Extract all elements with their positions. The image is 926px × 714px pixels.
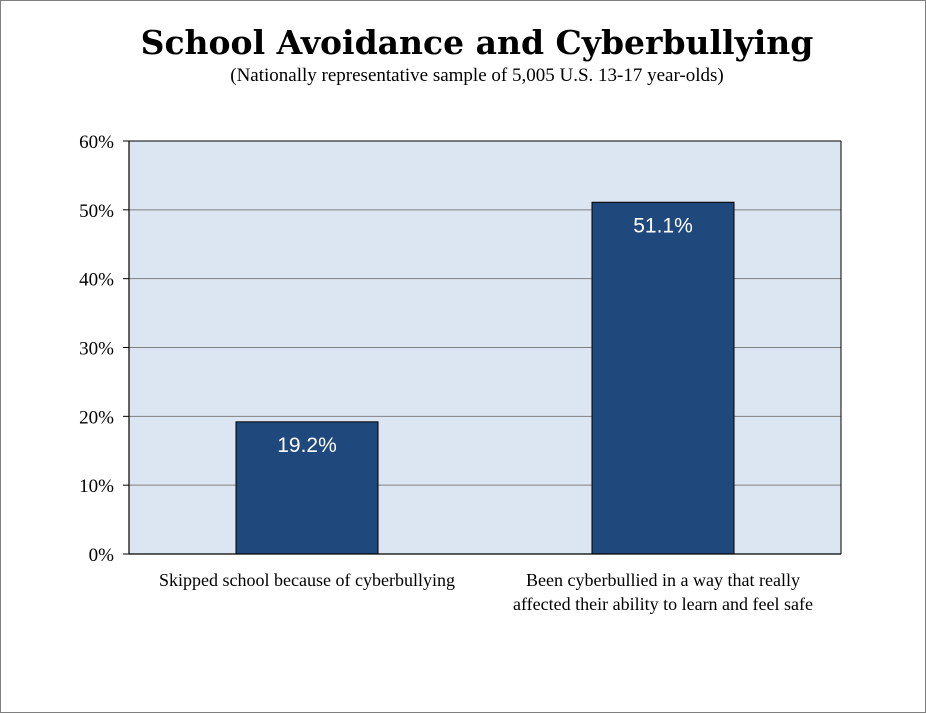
- y-axis-ticks: 0% 10% 20% 30% 40% 50% 60%: [79, 132, 129, 566]
- x-axis-labels: Skipped school because of cyberbullying B…: [159, 570, 813, 614]
- y-tick-label: 60%: [79, 132, 114, 153]
- bar: [591, 201, 735, 555]
- y-tick-label: 0%: [89, 545, 115, 566]
- category-label: Been cyberbullied in a way that really: [526, 570, 800, 590]
- bar: [235, 421, 379, 555]
- bar-value-label: 51.1%: [633, 214, 693, 237]
- y-tick-label: 20%: [79, 407, 114, 428]
- bars: 19.2% 51.1%: [235, 201, 735, 555]
- category-label: Skipped school because of cyberbullying: [159, 570, 455, 590]
- chart-title: School Avoidance and Cyberbullying: [141, 23, 814, 62]
- category-label: affected their ability to learn and feel…: [513, 594, 813, 614]
- y-tick-label: 50%: [79, 201, 114, 222]
- y-tick-label: 10%: [79, 476, 114, 497]
- y-tick-label: 40%: [79, 270, 114, 291]
- chart-subtitle: (Nationally representative sample of 5,0…: [230, 65, 723, 86]
- y-tick-label: 30%: [79, 339, 114, 360]
- bar-value-label: 19.2%: [277, 434, 337, 457]
